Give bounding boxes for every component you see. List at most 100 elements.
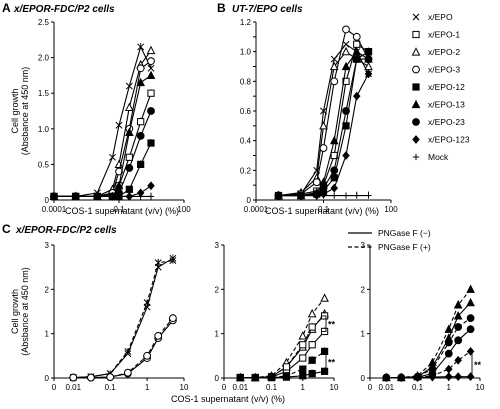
panel-label-c: C	[2, 222, 11, 236]
panel-a-x-axis-label: COS-1 supernatant (v/v) (%)	[65, 206, 179, 216]
panel-a: 0 0.5 1.0 1.5 2.0 2.5 0.0001 0.1 100 Cell growth(…	[10, 18, 191, 214]
legend-marker-5	[411, 99, 421, 109]
panel-b-series-3-point-6-shape	[352, 32, 361, 41]
legend-label-8: Mock	[428, 152, 449, 162]
legend-label-0: x/EPO	[428, 12, 453, 22]
panel-c1-xtick-label-2: 0.1	[105, 383, 117, 392]
panel-c1-series-3-point-4	[143, 351, 151, 360]
panel-a-ytick-label-0: 0	[45, 196, 50, 205]
legend-marker-6	[412, 118, 420, 126]
panel-a-series-4-point-5-shape	[125, 185, 133, 193]
panel-c1-series-3-point-3-shape	[123, 368, 132, 377]
panel-c3-series-2-point-4	[444, 338, 453, 347]
legend-marker-3-shape	[412, 65, 420, 74]
panel-c2-xtick-label-0: 0	[222, 383, 227, 392]
panel-c1-series-1	[69, 256, 177, 382]
panel-c2-series-5-point-2-shape	[267, 373, 276, 382]
panel-c1-series-3-point-4-shape	[143, 351, 151, 360]
panel-c-x-axis-label: COS-1 supernatant (v/v) (%)	[171, 394, 285, 404]
legend-item-2: x/EPO-2	[411, 47, 460, 57]
panel-b-series-3-point-4-shape	[330, 77, 339, 86]
panel-b-series-0-point-5	[342, 40, 350, 48]
panel-b-series-5-point-4-shape	[329, 135, 339, 145]
panel-c2-series-5-point-4-shape	[299, 365, 307, 373]
panel-a-series-1	[50, 89, 155, 201]
panel-b-series-6-point-5	[342, 107, 350, 115]
panel-c1-series-3-point-0-shape	[69, 373, 78, 382]
legend-marker-1-shape	[412, 30, 420, 39]
legend-marker-1	[412, 30, 420, 39]
panel-c2-ytick-label-2: 2	[215, 285, 220, 294]
panel-a-series-5-point-6-shape	[136, 77, 145, 87]
panel-b-series-7-point-5	[342, 151, 350, 160]
panel-a-series-8-point-0	[50, 193, 58, 200]
panel-b-series-8-point-0	[275, 192, 282, 199]
legend-marker-2	[411, 47, 421, 56]
panel-b-series-2-point-4-shape	[329, 61, 339, 71]
panel-c3-series-5-point-1-shape	[397, 373, 405, 382]
panel-b-series-7-point-7	[364, 69, 373, 79]
panel-c2-series-5-point-5	[308, 356, 316, 364]
panel-b-series-8-point-2	[313, 192, 320, 199]
legend-pngase-label-0: PNGase F (−)	[378, 228, 431, 238]
panel-b-series-1-point-5-shape	[342, 77, 350, 85]
legend-label-7: x/EPO-123	[428, 135, 470, 145]
panel-a-ytick-label-1: 0.5	[38, 160, 50, 169]
panel-c2-ytick-label-0: 0	[215, 374, 220, 383]
panel-c3-series-3-point-6-shape	[466, 325, 475, 334]
panel-b-series-0-point-4-b	[330, 55, 338, 63]
panel-c2-xtick-label-2: 0.1	[266, 383, 278, 392]
panel-c1-series-3-point-1-shape	[87, 373, 95, 382]
panel-b-series-0-point-5-b	[342, 40, 350, 48]
legend-item-3: x/EPO-3	[412, 65, 460, 75]
panel-a-series-6-point-7	[147, 107, 155, 115]
panel-c2-series-3-point-4-shape	[299, 341, 307, 349]
panel-c3-series-5-point-5	[454, 372, 462, 382]
panel-b-series-1-point-5	[342, 77, 350, 85]
panel-a-series-6-point-7-shape	[147, 107, 155, 115]
panel-a-series-4-line	[54, 142, 152, 197]
panel-c3-xtick-label-3: 1	[447, 383, 452, 392]
panel-c1-series-3-point-2	[106, 373, 115, 382]
panel-c2-bracket-0	[322, 315, 327, 332]
panel-a-series-3-point-4	[115, 167, 123, 176]
panel-a-series-1-point-5	[125, 153, 133, 161]
panel-c1-series-3-point-1	[87, 373, 95, 382]
panel-c3-series-0-point-6	[466, 284, 475, 293]
panel-b-series-3-point-5	[342, 25, 350, 34]
panel-a-series-2-point-5	[125, 102, 134, 112]
panel-c2-series-5-point-0	[236, 373, 244, 382]
panel-a-series-3-point-4-shape	[115, 167, 123, 176]
panel-b-series-2-point-7-shape	[364, 61, 373, 71]
panel-b-xtick-label-0: 0.0001	[244, 205, 269, 214]
panel-a-series-8-point-7	[147, 193, 155, 200]
panel-c2-series-4-point-5-shape	[308, 369, 316, 378]
panel-c2-series-1-point-6-shape	[320, 293, 329, 302]
panel-a-series-3-point-6	[136, 64, 145, 73]
panel-a-y-axis-label-1: (Absbance at 450 nm)	[20, 67, 30, 156]
panel-c2-series-5-point-3	[282, 372, 291, 380]
panel-b-series-3-point-2	[312, 178, 321, 187]
panel-c3-series-3-point-4-shape	[444, 349, 453, 358]
panel-a-series-5-point-5-shape	[125, 127, 134, 136]
panel-c3-series-5-point-4-shape	[445, 372, 453, 382]
panel-a-series-1-point-5-shape	[125, 153, 133, 161]
panel-a-series-5-point-4-shape	[114, 180, 124, 190]
panel-b-ytick-label-2: 0.2	[240, 166, 252, 175]
panel-a-series-7-point-7-shape	[147, 181, 155, 191]
panel-b-series-8-point-7	[365, 192, 372, 199]
panel-c3-series-0-point-4	[444, 324, 454, 333]
panel-c1-ytick-label-1: 1	[45, 330, 50, 339]
panel-c2-series-5	[236, 347, 329, 382]
panel-a-series-5-point-7	[146, 70, 156, 79]
panel-c1-series-3-point-5	[154, 331, 163, 340]
panel-b-series-8-point-5	[342, 192, 350, 199]
panel-b-series-2-point-3-shape	[319, 121, 328, 130]
panel-c1-series-3-point-3	[123, 368, 132, 377]
panel-a-series-8-point-1	[72, 193, 79, 200]
panel-c3-series-3-point-6	[466, 325, 475, 334]
panel-c1-series-3-point-2-shape	[106, 373, 115, 382]
panel-a-series-0-point-3	[109, 153, 116, 161]
panel-c2-series-1	[236, 293, 329, 382]
panel-a-series-6-point-6	[136, 132, 145, 140]
